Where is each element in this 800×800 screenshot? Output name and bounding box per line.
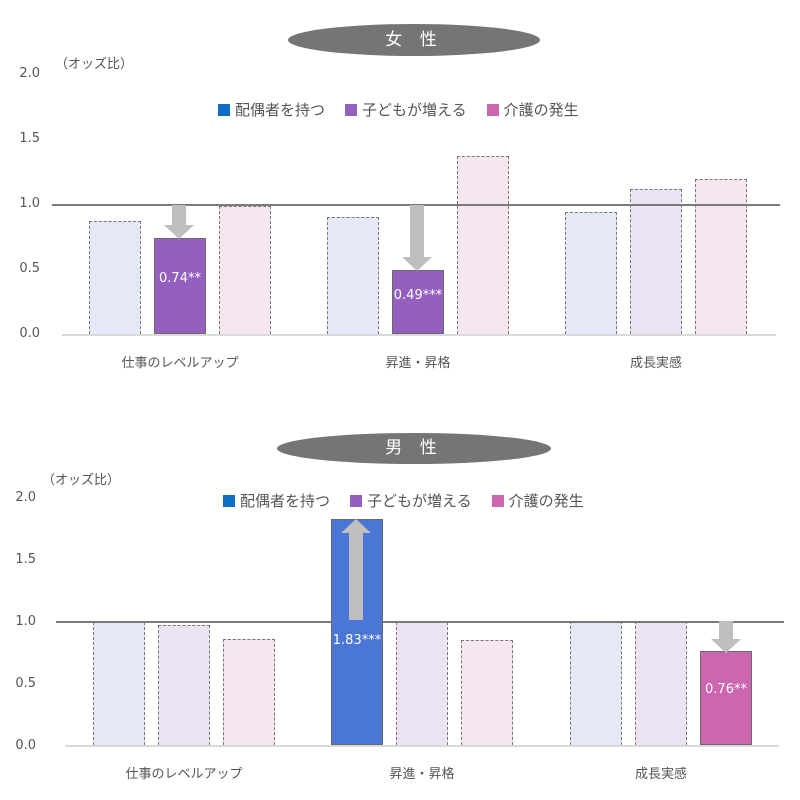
male-chart: 男 性 （オッズ比） 2.0 1.5 1.0 0.5 0.0 配偶者を持つ 子ど… xyxy=(0,400,800,800)
bar-child xyxy=(396,622,448,745)
y-tick: 1.5 xyxy=(15,552,36,567)
male-title: 男 性 xyxy=(385,438,443,458)
bar-child xyxy=(635,621,687,745)
bar-care xyxy=(457,156,509,334)
bar-child-significant: 0.49*** xyxy=(392,270,444,334)
category-label: 仕事のレベルアップ xyxy=(125,767,243,782)
bar-spouse-significant: 1.83*** xyxy=(331,519,383,745)
bar-care xyxy=(223,639,275,745)
legend-item-child: 子どもが増える xyxy=(350,490,472,511)
legend-item-care: 介護の発生 xyxy=(486,99,579,120)
down-arrow-icon xyxy=(711,621,741,653)
female-chart: 女 性 （オッズ比） 2.0 1.5 1.0 0.5 0.0 配偶者を持つ 子ど… xyxy=(19,24,780,371)
category-label: 昇進・昇格 xyxy=(385,356,451,371)
y-tick: 2.0 xyxy=(15,490,36,505)
bar-care xyxy=(219,206,271,334)
bar-value-label: 0.74** xyxy=(159,271,201,286)
legend-swatch-icon xyxy=(223,494,235,507)
down-arrow-icon xyxy=(164,205,194,239)
bar-care-significant: 0.76** xyxy=(700,651,752,745)
bar-spouse xyxy=(89,221,141,334)
legend: 配偶者を持つ 子どもが増える 介護の発生 xyxy=(223,490,584,511)
legend-swatch-icon xyxy=(486,103,499,116)
female-title: 女 性 xyxy=(385,30,443,50)
y-tick: 0.0 xyxy=(15,738,36,753)
up-arrow-icon xyxy=(341,519,371,620)
legend-item-care: 介護の発生 xyxy=(491,490,584,511)
legend: 配偶者を持つ 子どもが増える 介護の発生 xyxy=(218,99,579,120)
reference-line-1 xyxy=(56,621,784,623)
x-axis-baseline xyxy=(65,745,779,747)
y-tick: 1.0 xyxy=(19,196,40,211)
legend-item-spouse: 配偶者を持つ xyxy=(223,490,330,511)
legend-item-spouse: 配偶者を持つ xyxy=(218,99,325,120)
y-axis-unit: （オッズ比） xyxy=(55,57,134,72)
category-label: 成長実感 xyxy=(629,356,682,371)
bar-care xyxy=(695,179,747,334)
y-tick: 0.5 xyxy=(19,261,40,276)
y-tick: 2.0 xyxy=(19,66,40,81)
legend-swatch-icon xyxy=(345,103,358,116)
y-tick: 0.0 xyxy=(19,326,40,341)
bar-value-label: 1.83*** xyxy=(332,633,382,648)
bar-child xyxy=(630,189,682,334)
bar-spouse xyxy=(93,622,145,745)
bar-spouse xyxy=(570,621,622,745)
x-axis-baseline xyxy=(62,334,776,336)
female-title-pill: 女 性 xyxy=(288,24,540,56)
bar-value-label: 0.76** xyxy=(705,682,747,697)
y-tick: 1.0 xyxy=(15,614,36,629)
male-title-pill: 男 性 xyxy=(277,433,551,464)
down-arrow-icon xyxy=(402,205,432,271)
bar-child-significant: 0.74** xyxy=(154,238,206,334)
y-tick: 1.5 xyxy=(19,131,40,146)
bar-spouse xyxy=(327,217,379,334)
bar-child xyxy=(158,625,210,745)
y-axis-unit: （オッズ比） xyxy=(42,473,121,488)
legend-swatch-icon xyxy=(350,494,363,507)
bar-value-label: 0.49*** xyxy=(393,288,443,303)
legend-swatch-icon xyxy=(491,494,504,507)
category-label: 仕事のレベルアップ xyxy=(121,356,239,371)
bar-care xyxy=(461,640,513,745)
category-label: 成長実感 xyxy=(634,767,687,782)
category-label: 昇進・昇格 xyxy=(389,767,455,782)
legend-swatch-icon xyxy=(218,103,230,116)
legend-item-child: 子どもが増える xyxy=(345,99,467,120)
bar-spouse xyxy=(565,212,617,334)
y-tick: 0.5 xyxy=(15,676,36,691)
